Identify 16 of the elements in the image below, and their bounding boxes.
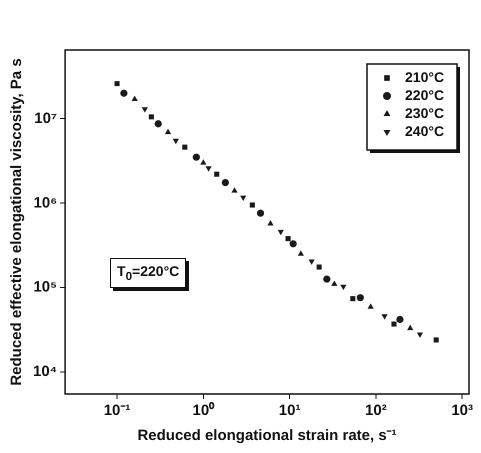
x-tick-label: 10² — [365, 402, 387, 420]
x-axis-title: Reduced elongational strain rate, s⁻¹ — [137, 427, 397, 444]
y-axis-title: Reduced effective elongational viscosity, Pa s — [8, 58, 26, 386]
legend-label: 230°C — [405, 104, 444, 121]
x-tick-label: 10⁻¹ — [104, 402, 130, 420]
y-tick-label: 10⁵ — [33, 278, 58, 296]
x-tick-label: 10¹ — [278, 402, 300, 420]
x-tick-label: 10³ — [451, 402, 474, 420]
legend-label: 220°C — [405, 86, 444, 103]
y-tick-label: 10⁴ — [32, 363, 58, 380]
x-tick-label: 10⁰ — [192, 401, 216, 420]
legend-label: 210°C — [405, 68, 444, 85]
y-tick-label: 10⁶ — [34, 194, 58, 212]
annotation: T$_{0}$=220°C — [110, 258, 186, 288]
y-tick-label: 10⁷ — [34, 110, 58, 127]
legend-label: 240°C — [405, 122, 444, 139]
